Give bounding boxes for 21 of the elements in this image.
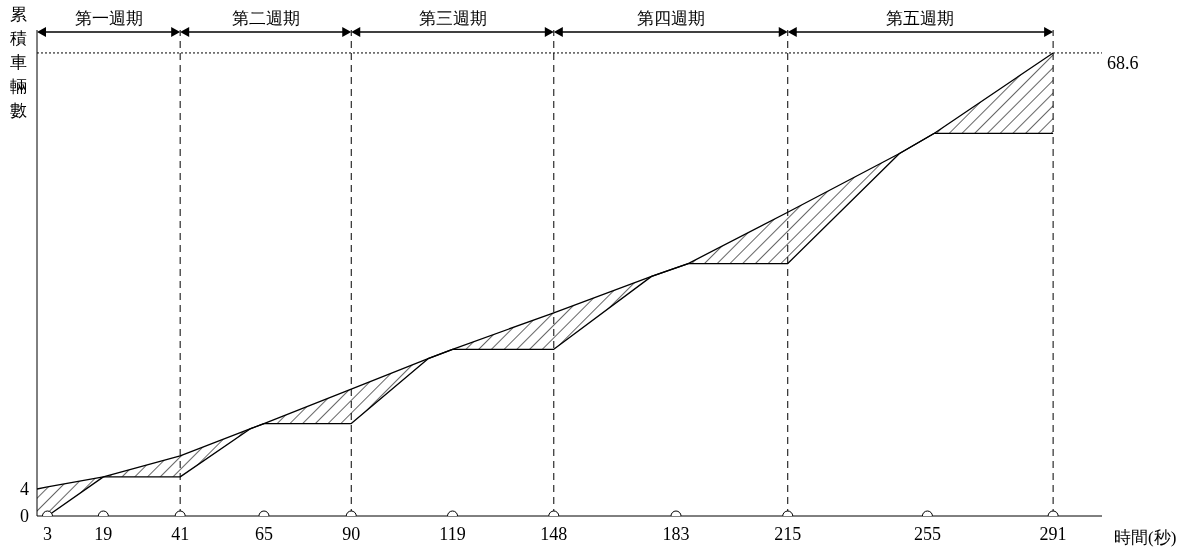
text: 第五週期 xyxy=(886,9,955,28)
x-tick-label: 3 xyxy=(42,524,52,544)
text: 第四週期 xyxy=(636,9,705,28)
ref-line-label: 68.6 xyxy=(1107,53,1139,74)
y-tick-label: 0 xyxy=(20,506,29,527)
text: 第二週期 xyxy=(231,9,300,28)
x-axis-title: 時間(秒) xyxy=(1114,528,1177,547)
x-tick-label: 65 xyxy=(254,524,273,544)
x-tick-label: 148 xyxy=(540,524,568,544)
y-tick-label: 4 xyxy=(20,479,29,500)
x-tick-label: 119 xyxy=(439,524,466,544)
x-tick-label: 41 xyxy=(171,524,190,544)
y-axis-title: 累積車輛數 xyxy=(9,5,27,120)
x-tick-label: 215 xyxy=(774,524,802,544)
x-tick-label: 19 xyxy=(94,524,113,544)
x-tick-label: 291 xyxy=(1039,524,1067,544)
x-tick-label: 255 xyxy=(913,524,941,544)
text: 第一週期 xyxy=(74,9,143,28)
x-tick-label: 183 xyxy=(662,524,690,544)
x-tick-label: 90 xyxy=(342,524,361,544)
text: 第三週期 xyxy=(418,9,487,28)
